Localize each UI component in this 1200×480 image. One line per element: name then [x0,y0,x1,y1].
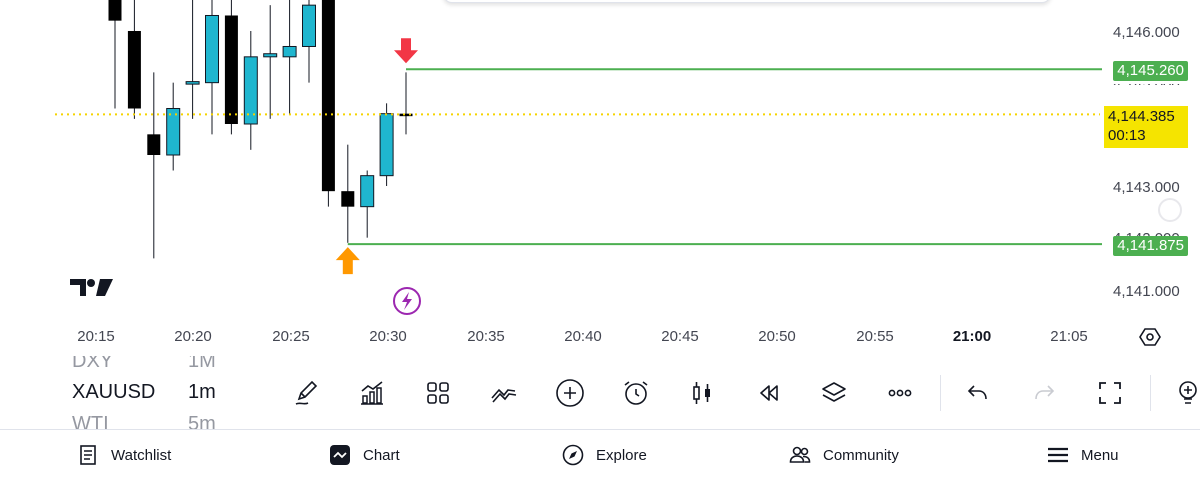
nav-label: Menu [1081,446,1119,464]
nav-watchlist[interactable]: Watchlist [77,430,171,480]
candle-body [321,0,335,192]
time-tick: 20:55 [856,328,894,345]
candle-body [205,14,219,84]
candle-body [185,81,200,85]
symbol-name: WTI [72,413,109,429]
candle-body [399,113,413,117]
fullscreen-icon[interactable] [1090,365,1130,421]
candle-body [127,30,141,109]
current-price-value: 4,144.385 [1108,108,1175,125]
current-price-tag[interactable]: 4,144.385 00:13 [1104,106,1188,148]
symbol-timeframe: 1M [188,356,216,372]
grid-icon[interactable] [418,365,458,421]
symbol-timeframe: 1m [188,381,216,403]
time-tick: 20:35 [467,328,505,345]
upper-level-price-tag[interactable]: 4,145.260 [1113,61,1188,81]
chart-toolbar [0,365,1200,421]
lightning-icon[interactable] [392,286,422,321]
bottom-navigation: Watchlist Chart Explore Community Menu [0,429,1200,480]
candle-body [263,53,278,58]
alarm-icon[interactable] [616,365,656,421]
time-tick: 21:05 [1050,328,1088,345]
tradingview-logo[interactable] [70,276,114,305]
scroll-to-latest-icon[interactable] [1158,198,1182,222]
chart-settings-icon[interactable] [1139,326,1161,353]
candle-body [243,56,258,125]
hamburger-icon [1048,447,1068,463]
candle-body [108,0,122,21]
redo-icon[interactable] [1024,365,1064,421]
time-tick: 20:50 [758,328,796,345]
price-tick: 4,141.000 [1113,283,1180,300]
idea-icon[interactable] [1168,365,1200,421]
chart-icon [330,445,350,465]
candle-icon[interactable] [682,365,722,421]
nav-menu[interactable]: Menu [1047,430,1119,480]
nav-community[interactable]: Community [789,430,899,480]
indicators-icon[interactable] [352,365,392,421]
buy-arrow-icon [335,247,360,275]
candle-body [224,15,238,124]
nav-label: Community [823,446,899,464]
nav-explore[interactable]: Explore [562,430,647,480]
price-tick: 4,146.000 [1113,24,1180,41]
more-icon[interactable] [880,365,920,421]
undo-icon[interactable] [958,365,998,421]
nav-label: Chart [363,446,400,464]
candle-body [147,134,161,155]
popup-panel-edge [443,0,1051,3]
pencil-icon[interactable] [286,365,326,421]
time-tick: 20:30 [369,328,407,345]
time-tick: 20:40 [564,328,602,345]
candle-body [282,45,297,58]
lower-level-price-tag[interactable]: 4,141.875 [1113,236,1188,256]
symbol-name: XAUUSD [72,381,156,403]
price-tick: 4,145.000 [1113,84,1180,85]
candle-body [379,113,394,177]
price-tick: 4,143.000 [1113,179,1180,196]
price-chart[interactable] [0,0,1200,356]
candle-body [341,191,355,207]
toolbar-divider [1150,375,1151,411]
symbol-picker[interactable]: DXY 1M XAUUSD 1m WTI 5m [0,356,270,429]
time-tick-day: 21:00 [952,328,992,345]
watchlist-icon [80,445,96,465]
time-tick: 20:25 [272,328,310,345]
add-icon[interactable] [550,365,590,421]
patterns-icon[interactable] [484,365,524,421]
time-tick: 20:15 [77,328,115,345]
replay-icon[interactable] [748,365,788,421]
candle-body [360,175,375,208]
nav-label: Explore [596,446,647,464]
compass-icon [562,444,584,466]
time-tick: 20:20 [174,328,212,345]
sell-arrow-icon [394,38,418,64]
layers-icon[interactable] [814,365,854,421]
candle-body [166,107,181,156]
price-tick: 4,142.000 [1113,230,1180,239]
toolbar-divider [940,375,941,411]
symbol-timeframe: 5m [188,413,216,429]
chart-area[interactable]: 4,146.000 4,145.000 4,143.000 4,142.000 … [0,0,1200,356]
nav-label: Watchlist [111,446,172,464]
time-tick: 20:45 [661,328,699,345]
symbol-name: DXY [72,356,114,372]
candle-body [302,4,316,47]
community-icon [789,446,811,463]
countdown-timer: 00:13 [1108,127,1146,144]
nav-chart[interactable]: Chart [329,430,400,480]
